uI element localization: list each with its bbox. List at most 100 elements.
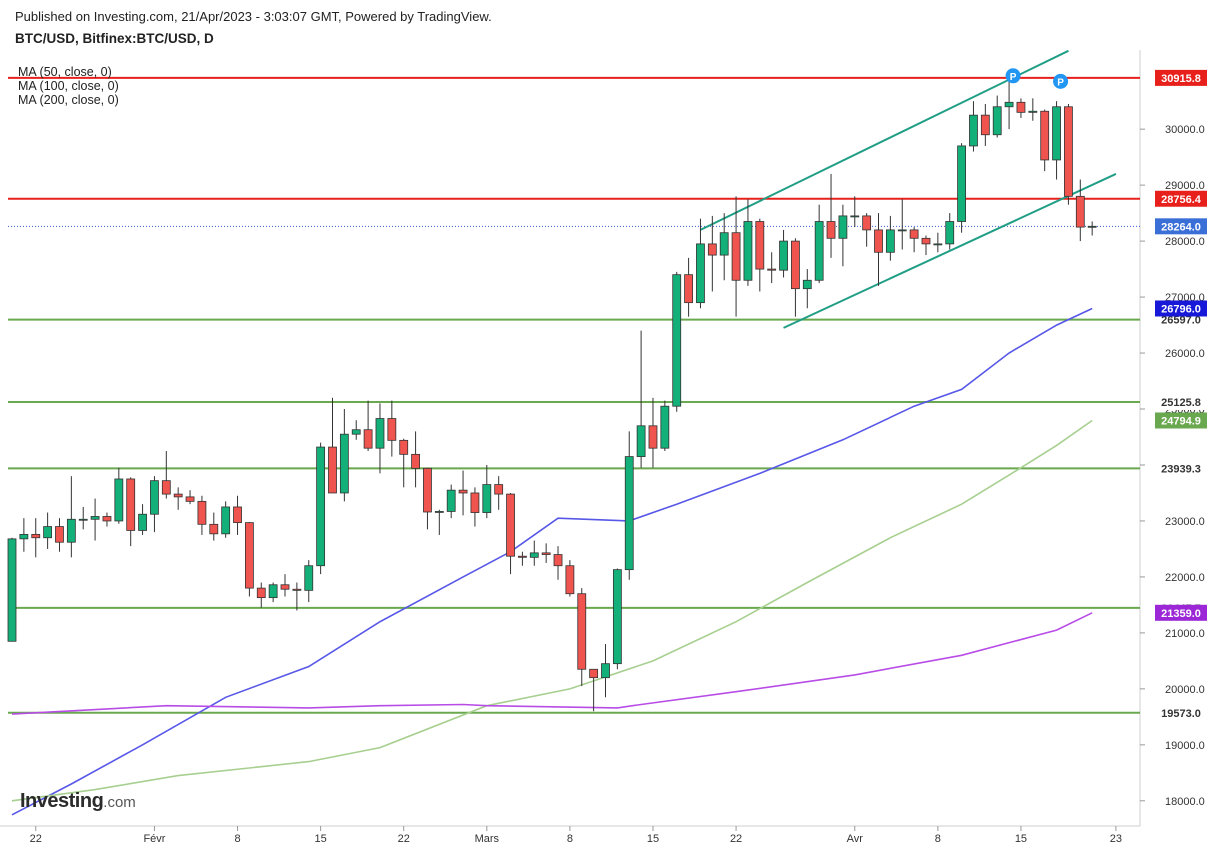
candle-body [696,243,705,304]
price-tick-label: 26000.0 [1165,348,1205,360]
candle-body [150,480,159,515]
price-tick-label: 21000.0 [1165,628,1205,640]
candle [66,476,76,558]
resistance-value-tag: 30915.8 [1155,69,1207,86]
candle [577,588,587,687]
candle-body [304,565,314,591]
candle [150,476,159,533]
candle [494,476,504,510]
candle [945,213,955,250]
candle-body [1028,110,1038,113]
ma200-value-tag-text: 21359.0 [1161,608,1201,620]
candle [755,218,765,292]
candle [482,464,492,519]
candle-body [114,478,124,522]
candle-body [233,506,242,524]
candle-body [601,663,610,679]
candle [696,218,705,309]
support-value-tag-text: 26597.0 [1161,315,1201,327]
candle [541,543,551,563]
candle-body [280,584,290,590]
candle-body [897,229,907,232]
time-tick-label: 15 [647,833,659,845]
candle [233,495,242,535]
candle-body [969,114,978,147]
pivot-marker: P [1053,73,1069,89]
candle [553,546,563,580]
candle-body [138,513,147,531]
candle-body [399,439,409,455]
candle [328,397,337,494]
candle-body [862,215,872,231]
candle [470,487,480,527]
last-price-value-tag-text: 28264.0 [1161,221,1201,233]
candle-body [78,518,88,521]
candle-body [731,232,741,281]
candle [1040,109,1050,172]
candle [1064,103,1073,205]
candle-body [31,533,41,539]
pivot-marker: P [1005,68,1021,84]
candle [221,501,231,538]
candle-body [529,552,539,558]
candle-body [909,229,919,239]
candle-body [292,588,302,591]
time-tick-label: 22 [30,833,42,845]
candle-body [945,221,955,245]
time-tick-label: 8 [567,833,573,845]
candle-body [446,489,456,512]
candle [304,560,314,603]
candle [256,582,266,608]
candle-body [102,516,112,522]
indicator-legend-ma100: MA (100, close, 0) [18,79,119,93]
candle [529,540,539,566]
candle [506,492,515,575]
candle [707,215,717,292]
last-price-value-tag: 28264.0 [1155,218,1207,235]
candle [173,487,183,510]
candle [197,495,207,535]
candle [244,522,254,597]
candle [43,512,53,549]
candle-body [589,668,599,679]
time-tick-label: 15 [1015,833,1027,845]
candle [7,537,17,642]
candle [885,215,895,261]
pivot-circle [1053,73,1069,89]
investing-logo: Investing.com [20,790,136,812]
ma50-value-tag: 26796.0 [1155,300,1207,317]
support-value-tag-bg [1155,393,1207,410]
candle-body [672,274,682,407]
candle-body [814,221,824,281]
candle-body [387,418,397,441]
candle [957,143,966,233]
candle [351,420,361,440]
candle [767,252,777,284]
candle [933,232,943,253]
ma200-value-tag-bg [1155,604,1207,621]
ma50-value-tag-text: 26796.0 [1161,303,1201,315]
candle [387,400,397,457]
candle-body [707,243,717,256]
candle-body [1016,101,1026,113]
candle [1052,101,1061,180]
candle-body [885,229,895,253]
candle-body [411,453,420,469]
candle-body [624,456,634,571]
price-tick-label: 23000.0 [1165,516,1205,528]
candle [874,213,883,286]
time-tick-label: 22 [398,833,410,845]
candle-body [256,587,266,599]
candle [791,238,800,317]
candle [316,442,326,575]
candle-body [1075,195,1085,228]
pivot-circle [1005,68,1021,84]
candle-body [1052,106,1061,161]
publisher-note: Published on Investing.com, 21/Apr/2023 … [15,9,492,24]
indicator-legend-ma200: MA (200, close, 0) [18,93,119,107]
candle [458,470,468,516]
candle [434,509,444,535]
candle-body [494,484,504,495]
candle [126,477,136,547]
